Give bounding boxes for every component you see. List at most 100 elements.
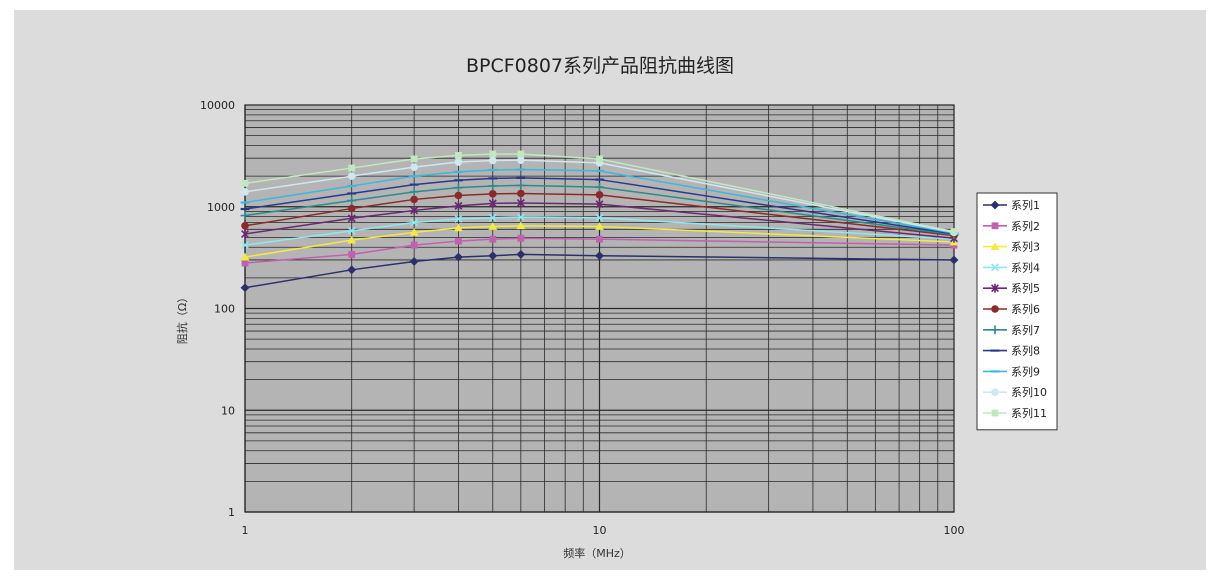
- y-axis-label: 阻抗（Ω）: [175, 292, 189, 344]
- data-point: [409, 257, 419, 266]
- series-line: [244, 216, 955, 246]
- data-point: [516, 181, 526, 190]
- series-2: [241, 234, 958, 267]
- legend-marker: [991, 263, 999, 272]
- x-axis-label: 频率（MHz）: [563, 546, 631, 560]
- x-tick-label: 100: [944, 524, 965, 537]
- data-point: [595, 199, 604, 209]
- data-point: [489, 235, 497, 243]
- data-point: [409, 227, 419, 236]
- y-tick-label: 10000: [200, 99, 235, 112]
- data-point: [595, 213, 604, 222]
- legend-marker: [990, 242, 1000, 250]
- data-point: [488, 181, 498, 191]
- data-point: [348, 164, 356, 172]
- legend-marker: [991, 388, 999, 397]
- legend-label: 系列6: [1011, 302, 1040, 316]
- data-point: [454, 191, 463, 200]
- data-point: [347, 235, 357, 244]
- series-line: [244, 192, 955, 237]
- data-point: [410, 155, 418, 163]
- data-point: [516, 250, 526, 259]
- series-1: [240, 250, 959, 293]
- legend-item: 系列7: [983, 323, 1040, 337]
- series-3: [240, 221, 959, 261]
- data-point: [241, 179, 249, 187]
- series-7: [240, 181, 959, 240]
- x-tick-label: 1: [242, 524, 249, 537]
- data-point: [596, 235, 603, 243]
- legend-label: 系列7: [1011, 323, 1040, 337]
- legend: 系列1 系列2 系列3 系列4 系列5 系列6 系列7 系列8 系列9 系列10 系列11: [976, 192, 1058, 431]
- legend-item: 系列10: [983, 385, 1047, 399]
- data-point: [516, 221, 526, 230]
- series-line: [244, 225, 955, 258]
- data-point: [410, 218, 419, 227]
- data-point: [347, 204, 356, 213]
- series-line: [244, 184, 955, 236]
- legend-item: 系列2: [983, 219, 1040, 233]
- series-line: [244, 202, 955, 240]
- data-point: [410, 241, 418, 249]
- legend-label: 系列2: [1011, 219, 1040, 233]
- series-line: [244, 177, 955, 235]
- data-point: [517, 234, 525, 242]
- plot-border: [244, 104, 955, 513]
- data-point: [517, 150, 525, 158]
- data-point: [455, 237, 462, 245]
- legend-marker: [990, 325, 1000, 335]
- legend-marker: [991, 283, 999, 293]
- x-tick-label: 10: [593, 524, 607, 537]
- series-11: [241, 150, 958, 235]
- data-point: [950, 228, 958, 235]
- legend-label: 系列11: [1011, 406, 1047, 420]
- data-point: [347, 213, 356, 223]
- data-point: [348, 251, 356, 258]
- data-point: [516, 213, 525, 222]
- legend-item: 系列8: [983, 344, 1040, 358]
- data-point: [410, 163, 418, 171]
- legend-marker: [991, 222, 999, 230]
- data-point: [454, 223, 463, 232]
- chart-title: BPCF0807系列产品阻抗曲线图: [466, 55, 734, 77]
- legend-item: 系列9: [983, 364, 1040, 378]
- series-line: [244, 237, 955, 264]
- data-point: [241, 221, 249, 230]
- legend-item: 系列11: [983, 406, 1047, 420]
- legend-label: 系列3: [1011, 240, 1040, 254]
- series-5: [241, 198, 958, 243]
- data-point: [949, 255, 959, 265]
- data-point: [241, 259, 249, 267]
- legend-item: 系列1: [983, 198, 1040, 212]
- data-point: [241, 229, 249, 239]
- legend-item: 系列3: [983, 240, 1040, 254]
- legend-item: 系列4: [983, 260, 1040, 274]
- data-point: [347, 196, 357, 205]
- data-point: [455, 151, 462, 159]
- y-tick-label: 100: [214, 303, 235, 316]
- data-point: [517, 156, 525, 164]
- data-point: [488, 190, 497, 198]
- data-point: [516, 198, 525, 208]
- data-point: [595, 182, 604, 192]
- data-point: [409, 187, 419, 197]
- legend-label: 系列1: [1011, 198, 1040, 212]
- data-point: [241, 241, 249, 250]
- legend-label: 系列4: [1011, 260, 1040, 274]
- data-point: [347, 226, 356, 235]
- series-line: [244, 153, 955, 233]
- data-point: [240, 211, 250, 220]
- legend-box: [976, 192, 1058, 431]
- data-point: [488, 213, 497, 222]
- data-point: [240, 283, 250, 293]
- legend-label: 系列5: [1011, 281, 1040, 295]
- legend-item: 系列5: [983, 281, 1040, 295]
- legend-item: 系列6: [983, 302, 1040, 316]
- data-point: [595, 222, 604, 230]
- data-point: [410, 206, 419, 215]
- data-point: [454, 183, 463, 193]
- data-point: [454, 201, 463, 211]
- legend-label: 系列8: [1011, 344, 1040, 358]
